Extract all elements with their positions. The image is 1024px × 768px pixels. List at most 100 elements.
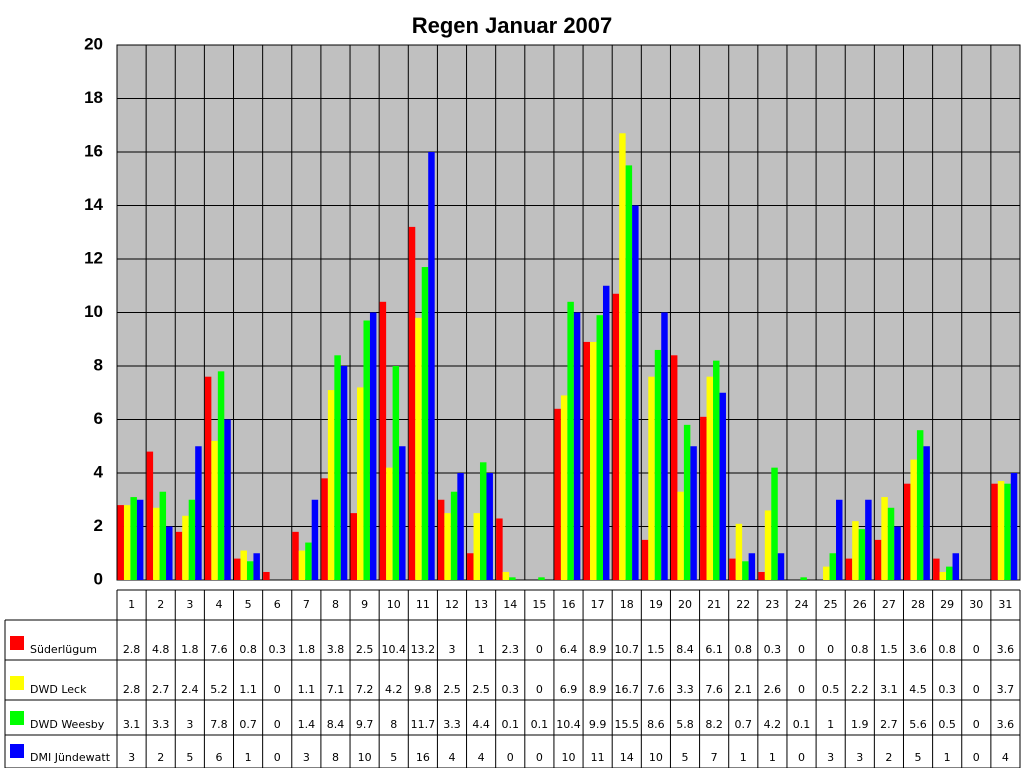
- bar: [670, 355, 678, 580]
- bar: [305, 542, 312, 580]
- bar: [910, 459, 917, 580]
- table-value: 9.7: [356, 718, 374, 731]
- table-value: 1: [245, 751, 252, 764]
- table-value: 3.8: [327, 643, 345, 656]
- table-value: 11: [591, 751, 605, 764]
- bar: [340, 366, 348, 580]
- chart-title: Regen Januar 2007: [412, 13, 613, 38]
- bar: [182, 515, 189, 580]
- table-value: 2.8: [123, 643, 141, 656]
- y-tick-label: 0: [94, 569, 103, 588]
- bar: [771, 467, 778, 580]
- bar: [450, 491, 458, 580]
- bar: [386, 467, 393, 580]
- bar: [357, 387, 364, 580]
- bar: [583, 341, 591, 580]
- table-value: 7.6: [705, 683, 723, 696]
- table-value: 0.5: [822, 683, 840, 696]
- bar: [719, 392, 726, 580]
- bar: [933, 558, 940, 580]
- x-tick-label: 16: [562, 598, 576, 611]
- table-value: 7.6: [647, 683, 665, 696]
- bar: [486, 473, 493, 580]
- x-tick-label: 6: [274, 598, 281, 611]
- bar: [800, 577, 807, 580]
- bar: [502, 571, 510, 580]
- table-value: 4: [448, 751, 455, 764]
- table-value: 10: [649, 751, 663, 764]
- bar: [159, 491, 167, 580]
- table-value: 8.4: [676, 643, 694, 656]
- bar: [997, 481, 1005, 580]
- table-value: 3.6: [997, 643, 1015, 656]
- table-value: 0.3: [501, 683, 519, 696]
- bar: [363, 320, 370, 580]
- x-tick-label: 9: [361, 598, 368, 611]
- table-value: 5: [915, 751, 922, 764]
- bar: [350, 513, 358, 580]
- bar: [865, 499, 872, 580]
- table-value: 1: [769, 751, 776, 764]
- bar: [903, 483, 911, 580]
- table-value: 0.1: [793, 718, 811, 731]
- bar: [858, 529, 866, 580]
- table-value: 8.4: [327, 718, 345, 731]
- table-value: 3.1: [880, 683, 898, 696]
- x-tick-label: 14: [503, 598, 517, 611]
- table-value: 2.7: [880, 718, 898, 731]
- bar: [991, 483, 998, 580]
- y-tick-label: 16: [84, 141, 103, 160]
- table-value: 3.3: [443, 718, 461, 731]
- bar: [690, 446, 697, 580]
- table-value: 2.5: [472, 683, 490, 696]
- bar: [195, 446, 202, 580]
- table-value: 0: [274, 751, 281, 764]
- legend-swatch: [10, 711, 24, 725]
- y-tick-label: 14: [84, 195, 103, 214]
- bar: [399, 446, 406, 580]
- bar: [713, 360, 720, 580]
- table-value: 2.5: [443, 683, 461, 696]
- table-value: 8.2: [705, 718, 723, 731]
- table-value: 0.8: [735, 643, 753, 656]
- table-value: 2.7: [152, 683, 170, 696]
- x-tick-label: 31: [998, 598, 1012, 611]
- x-tick-label: 18: [620, 598, 634, 611]
- bar: [852, 521, 859, 580]
- bar: [428, 152, 435, 580]
- bar: [887, 507, 895, 580]
- table-value: 3: [128, 751, 135, 764]
- x-tick-label: 29: [940, 598, 954, 611]
- y-tick-label: 20: [84, 34, 103, 53]
- bar: [748, 553, 756, 580]
- legend-label: DMI Jündewatt: [30, 751, 111, 764]
- bar: [327, 390, 335, 580]
- x-tick-label: 21: [707, 598, 721, 611]
- legend-label: Süderlügum: [30, 643, 97, 656]
- x-tick-label: 25: [824, 598, 838, 611]
- bar: [175, 531, 183, 580]
- bar: [538, 577, 545, 580]
- table-value: 4.5: [909, 683, 927, 696]
- bar: [823, 566, 830, 580]
- bar: [298, 550, 306, 580]
- bar: [632, 205, 639, 580]
- bar: [369, 312, 377, 580]
- table-value: 0: [274, 718, 281, 731]
- x-tick-label: 26: [853, 598, 867, 611]
- bar: [683, 424, 691, 580]
- table-value: 6.9: [560, 683, 578, 696]
- table-value: 1.5: [647, 643, 665, 656]
- x-tick-label: 13: [474, 598, 488, 611]
- bar: [836, 499, 843, 580]
- table-value: 8: [332, 751, 339, 764]
- table-value: 4.8: [152, 643, 170, 656]
- x-tick-label: 8: [332, 598, 339, 611]
- bar: [946, 566, 953, 580]
- table-value: 3.3: [152, 718, 170, 731]
- bar: [123, 505, 131, 580]
- bar: [311, 499, 319, 580]
- bar: [939, 571, 947, 580]
- table-value: 0: [973, 718, 980, 731]
